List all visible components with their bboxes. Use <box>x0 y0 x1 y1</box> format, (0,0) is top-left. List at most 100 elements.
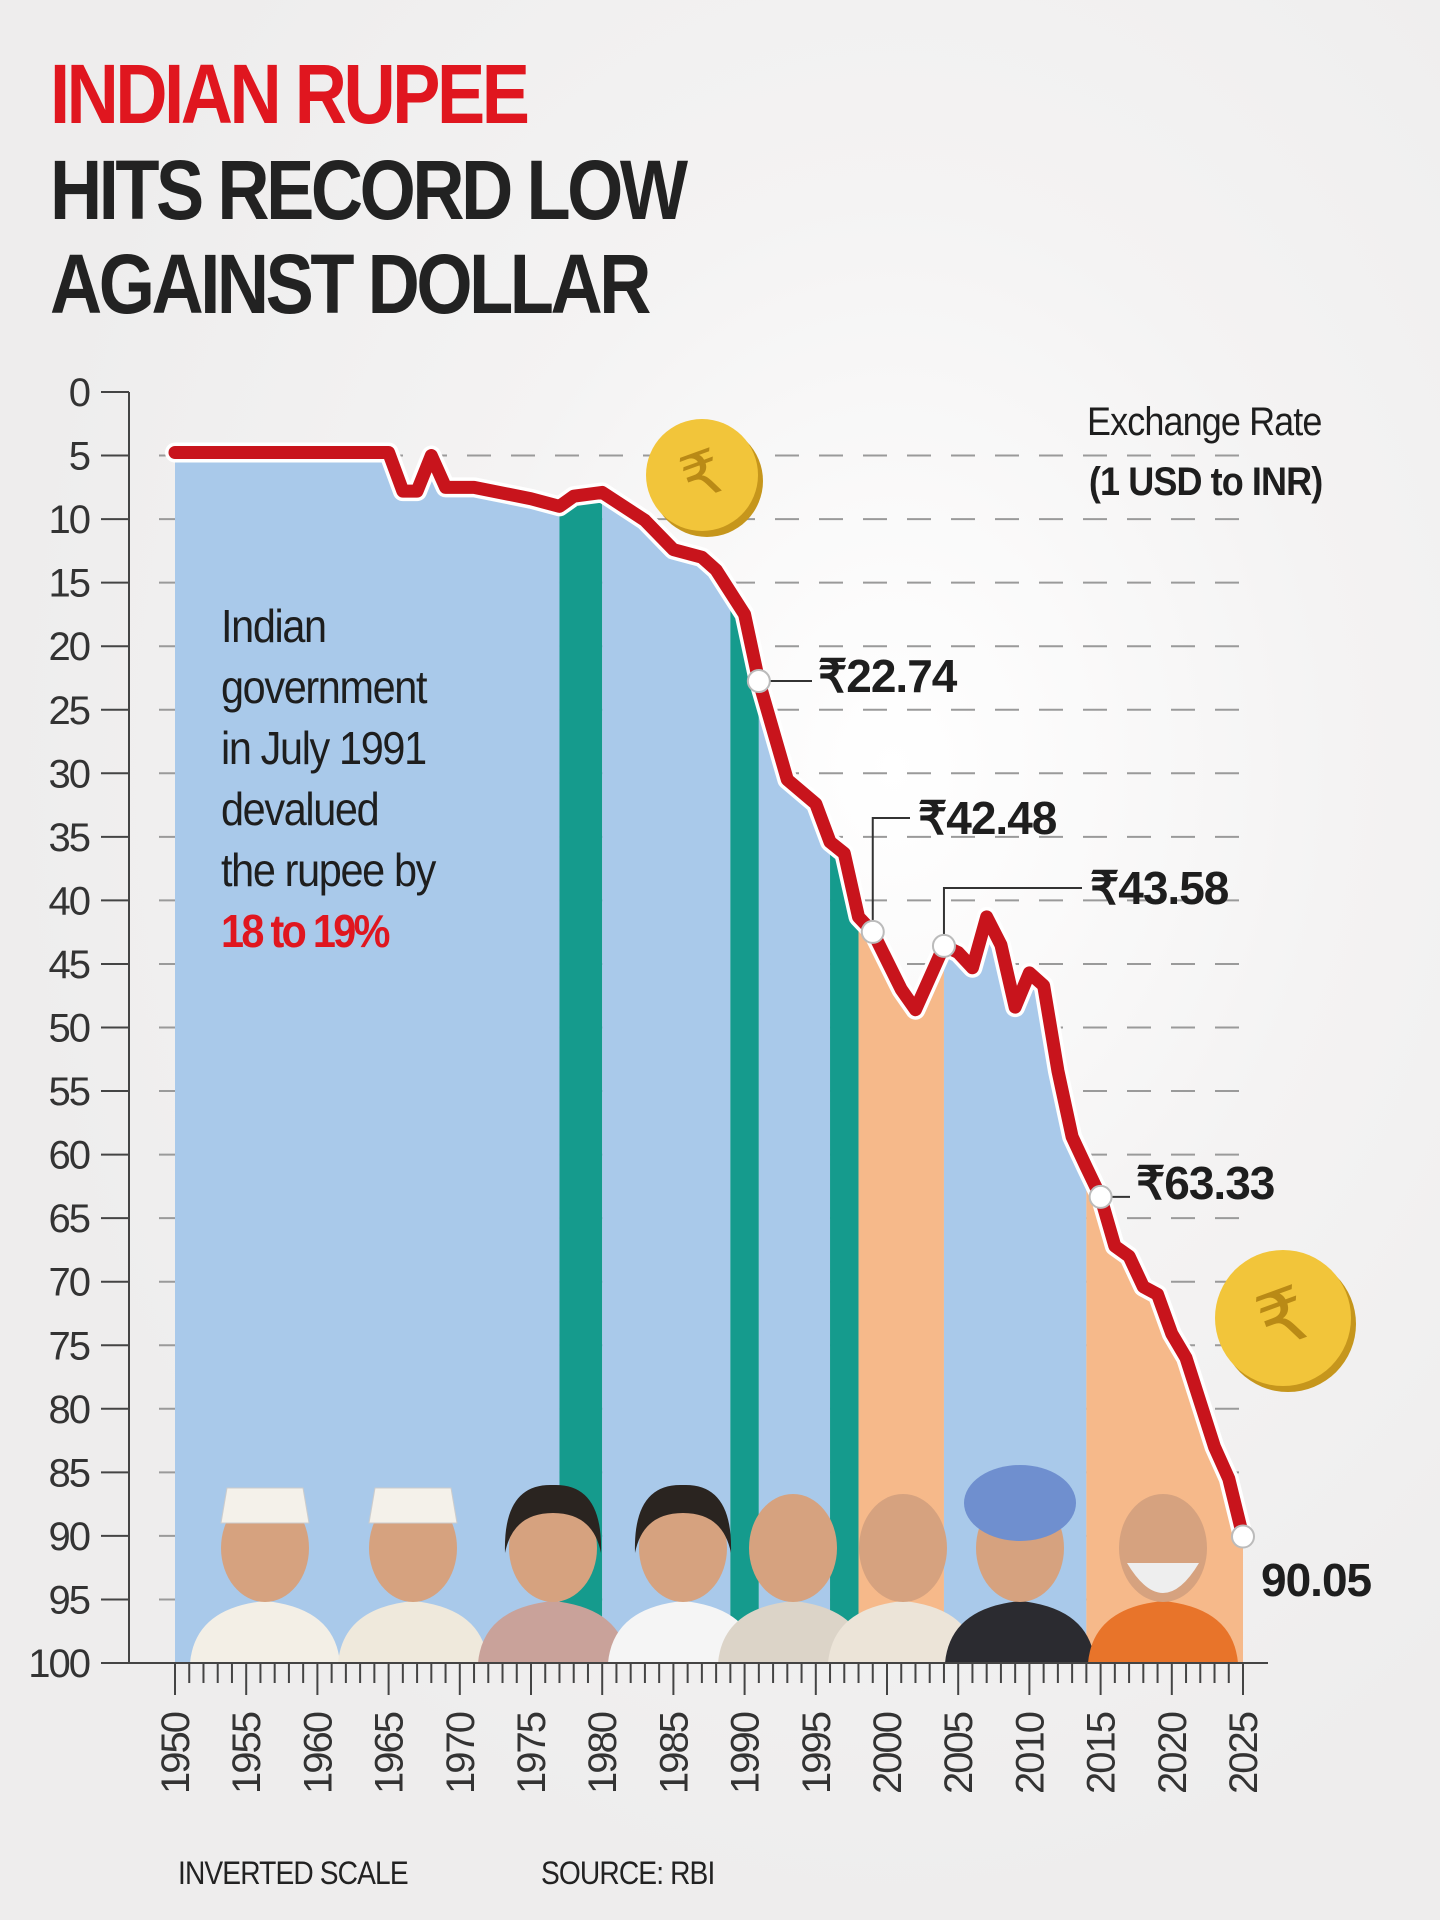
note-line: Indian <box>221 600 327 652</box>
x-tick-label: 2020 <box>1151 1712 1195 1794</box>
portrait-3 <box>478 1484 628 1663</box>
y-tick-label: 85 <box>49 1451 90 1495</box>
x-tick-label: 1975 <box>510 1712 554 1794</box>
annotation-label: ₹22.74 <box>818 650 958 702</box>
era-band-teal <box>730 600 759 1663</box>
note-line: in July 1991 <box>221 722 427 774</box>
y-tick-label: 70 <box>49 1261 90 1305</box>
coin-face <box>646 419 758 531</box>
x-tick-label: 2010 <box>1008 1712 1052 1794</box>
portrait-cap <box>368 1487 458 1524</box>
x-tick-label: 1970 <box>439 1712 483 1794</box>
portrait-body <box>478 1601 628 1663</box>
y-tick-label: 40 <box>49 879 90 923</box>
portrait-hair <box>504 1484 602 1553</box>
y-tick-label: 5 <box>69 435 90 479</box>
y-tick-label: 75 <box>49 1324 90 1368</box>
rupee-coin-icon: ₹ <box>1215 1250 1356 1392</box>
y-tick-label: 15 <box>49 562 90 606</box>
x-tick-label: 2005 <box>937 1712 981 1794</box>
portrait-7 <box>945 1465 1095 1663</box>
y-tick-label: 50 <box>49 1007 90 1051</box>
y-tick-label: 80 <box>49 1388 90 1432</box>
title-line-1: INDIAN RUPEE <box>50 47 530 141</box>
x-tick-label: 1965 <box>368 1712 412 1794</box>
portrait-body <box>828 1601 978 1663</box>
portrait-face <box>639 1494 727 1602</box>
y-tick-label: 55 <box>49 1070 90 1114</box>
portrait-6 <box>828 1494 978 1663</box>
portrait-8 <box>1088 1494 1238 1663</box>
y-tick-label: 100 <box>28 1642 89 1686</box>
note-line: government <box>221 661 427 713</box>
portrait-5 <box>718 1494 868 1663</box>
y-axis-label: Exchange Rate <box>1087 400 1323 444</box>
portrait-face <box>749 1494 837 1602</box>
y-axis-unit: (1 USD to INR) <box>1088 460 1323 504</box>
title-line-2: HITS RECORD LOW <box>50 143 688 237</box>
devaluation-note: Indian government in July 1991 devalued … <box>221 596 436 962</box>
note-line: the rupee by <box>221 844 436 896</box>
portrait-turban <box>964 1465 1076 1541</box>
coin-face <box>1215 1250 1351 1386</box>
portrait-body <box>338 1601 488 1663</box>
era-band-blue <box>175 460 560 1663</box>
portrait-beard <box>1127 1563 1199 1593</box>
rupee-coin-icon: ₹ <box>646 419 763 537</box>
portrait-2 <box>338 1487 488 1663</box>
x-tick-label: 1990 <box>724 1712 768 1794</box>
era-band-teal <box>830 849 859 1663</box>
portrait-body <box>190 1601 340 1663</box>
x-tick-label: 1960 <box>296 1712 340 1794</box>
portrait-1 <box>190 1487 340 1663</box>
annotation-marker <box>1231 1524 1255 1549</box>
x-tick-label: 2000 <box>866 1712 910 1794</box>
annotation-label: ₹63.33 <box>1136 1157 1274 1209</box>
annotation-marker <box>1088 1184 1113 1209</box>
x-tick-label: 1980 <box>581 1712 625 1794</box>
annotation-marker <box>931 933 956 958</box>
y-tick-label: 65 <box>49 1197 90 1241</box>
portrait-face <box>859 1494 947 1602</box>
y-tick-label: 30 <box>49 752 90 796</box>
x-tick-label: 1955 <box>225 1712 269 1794</box>
era-band-teal <box>559 500 603 1664</box>
portrait-body <box>718 1601 868 1663</box>
portrait-cap <box>220 1487 310 1524</box>
y-tick-label: 25 <box>49 689 90 733</box>
annotation-label: ₹42.48 <box>918 792 1057 844</box>
y-tick-label: 90 <box>49 1515 90 1559</box>
x-tick-label: 2025 <box>1222 1712 1266 1794</box>
annotation-label: ₹43.58 <box>1090 862 1229 914</box>
x-tick-label: 1985 <box>652 1712 696 1794</box>
portrait-hair <box>634 1484 732 1553</box>
annotation-marker <box>860 919 885 944</box>
y-tick-label: 20 <box>49 625 90 669</box>
x-tick-label: 1950 <box>154 1712 198 1794</box>
y-tick-label: 35 <box>49 816 90 860</box>
y-tick-label: 10 <box>49 498 90 542</box>
source-note: SOURCE: RBI <box>541 1855 715 1891</box>
y-tick-label: 45 <box>49 943 90 987</box>
annotation-leader <box>871 817 910 932</box>
annotation-label: 90.05 <box>1261 1554 1372 1606</box>
x-tick-label: 1995 <box>795 1712 839 1794</box>
y-tick-label: 60 <box>49 1134 90 1178</box>
portrait-4 <box>608 1484 758 1663</box>
annotation-marker <box>746 669 771 694</box>
era-band-blue <box>758 689 831 1663</box>
portrait-body <box>1088 1601 1238 1663</box>
portrait-face <box>509 1494 597 1602</box>
era-band-orange <box>858 924 944 1663</box>
note-highlight: 18 to 19% <box>221 905 390 957</box>
portrait-body <box>608 1601 758 1663</box>
era-band-blue <box>602 500 731 1664</box>
y-tick-label: 0 <box>69 371 90 415</box>
inverted-scale-note: INVERTED SCALE <box>178 1855 409 1891</box>
portrait-body <box>945 1601 1095 1663</box>
annotation-leader <box>942 887 1082 946</box>
note-line: devalued <box>221 783 380 835</box>
x-tick-label: 2015 <box>1080 1712 1124 1794</box>
title-line-3: AGAINST DOLLAR <box>50 237 651 331</box>
